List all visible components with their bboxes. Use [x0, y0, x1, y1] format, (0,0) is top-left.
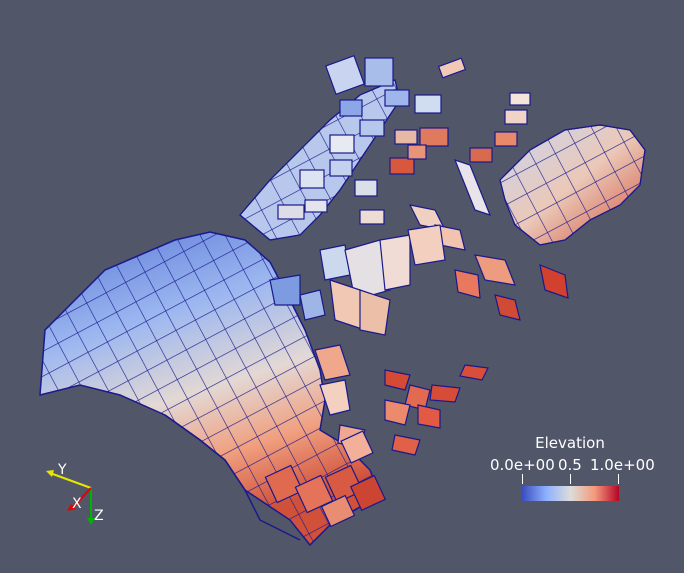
legend-tick-min	[522, 474, 523, 484]
mesh-right-region	[408, 124, 646, 299]
orientation-axes: Y X Z	[40, 458, 110, 528]
colorbar	[522, 486, 619, 501]
z-axis-arrow-icon	[87, 518, 95, 525]
mesh-main-lobe	[39, 231, 381, 547]
legend-tick-max	[618, 474, 619, 484]
y-axis-line	[49, 472, 92, 489]
x-axis-label: X	[72, 496, 82, 512]
mesh-bottom-blocks	[264, 430, 387, 528]
x-axis-arrow-icon	[67, 504, 76, 511]
legend-max-label: 1.0e+00	[590, 456, 655, 474]
color-legend: Elevation 0.0e+00 0.5 1.0e+00	[488, 434, 655, 506]
legend-tick-mid	[570, 474, 571, 484]
legend-mid-label: 0.5	[558, 456, 582, 474]
legend-min-label: 0.0e+00	[490, 456, 555, 474]
mesh-upper-cluster	[239, 55, 531, 241]
legend-tick-labels: 0.0e+00 0.5 1.0e+00	[488, 456, 655, 474]
z-axis-label: Z	[94, 508, 104, 524]
x-axis-line	[71, 487, 92, 509]
y-axis-label: Y	[58, 462, 67, 478]
legend-title: Elevation	[535, 434, 605, 452]
orientation-axes-graphic	[46, 470, 95, 525]
y-axis-arrow-icon	[46, 470, 54, 477]
